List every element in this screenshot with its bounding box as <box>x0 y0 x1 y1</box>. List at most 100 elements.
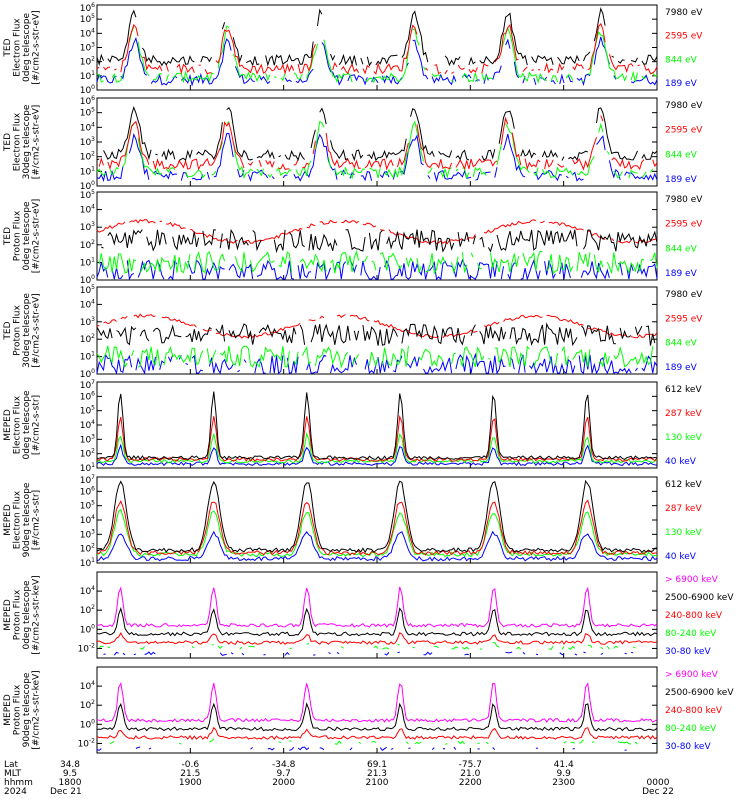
x-tick-label: 2000 <box>272 778 295 788</box>
y-tick-label: 103 <box>80 316 95 328</box>
x-axis-row-label: MLT <box>4 769 22 779</box>
y-tick-label: 102 <box>80 699 95 711</box>
y-tick-label: 101 <box>80 165 95 177</box>
x-tick-label: 9.7 <box>277 769 291 779</box>
legend-entry: 2500-6900 keV <box>665 593 734 603</box>
y-tick-label: 104 <box>80 27 95 39</box>
y-tick-label: 10-2 <box>78 642 96 654</box>
x-tick-label: 69.1 <box>367 760 387 770</box>
series-line <box>96 508 658 558</box>
x-tick-label: 9.5 <box>63 769 77 779</box>
legend-entry: > 6900 keV <box>665 670 719 680</box>
y-tick-label: 102 <box>80 448 95 460</box>
series-line <box>96 607 658 637</box>
y-axis-label: TEDElectron Flux0deg telescope[#/cm2-s-s… <box>3 10 42 85</box>
y-axis-label: TEDProton Flux0deg telescope[#/cm2-s-str… <box>3 199 42 274</box>
x-tick-label: 34.8 <box>60 760 80 770</box>
legend-entry: 612 keV <box>665 480 702 490</box>
y-tick-label: 104 <box>80 680 95 692</box>
legend-entry: 844 eV <box>665 55 698 65</box>
y-axis-label: MEPEDProton Flux90deg telescope[#/cm2-s-… <box>3 670 42 749</box>
series-line <box>96 22 658 76</box>
legend-entry: 40 keV <box>665 457 697 467</box>
y-tick-label: 105 <box>80 500 95 512</box>
x-tick-label: 21.5 <box>180 769 200 779</box>
x-axis-row-label: 2024 <box>4 787 27 797</box>
y-tick-label: 106 <box>80 485 95 497</box>
legend-entry: 844 eV <box>665 150 698 160</box>
legend-entry: 189 eV <box>665 269 698 279</box>
series-line <box>98 249 658 275</box>
legend-entry: 287 keV <box>665 504 702 514</box>
legend-entry: 80-240 keV <box>665 629 717 639</box>
legend-entry: 30-80 keV <box>665 742 711 752</box>
x-axis-row-label: hhmm <box>4 778 33 788</box>
legend-entry: 2595 eV <box>665 126 703 136</box>
panels: 100 101 102 103 104 105 106 TEDElectron Flux0de… <box>3 2 734 754</box>
series-line <box>96 391 658 461</box>
legend-entry: 844 eV <box>665 244 698 254</box>
x-tick-label: -75.7 <box>459 760 482 770</box>
panel-8: 10-2 100 102 104 MEPEDProton Flux90deg teles… <box>3 666 734 754</box>
y-axis-label: MEPEDElectron Flux90deg telescope[#/cm2-… <box>3 482 42 557</box>
x-tick-label: Dec 22 <box>642 787 674 797</box>
series-line <box>96 25 658 84</box>
x-tick-label: 21.0 <box>460 769 480 779</box>
x-axis-row-label: Lat <box>4 760 19 770</box>
y-tick-label: 105 <box>80 405 95 417</box>
y-tick-label: 105 <box>80 107 95 119</box>
legend-entry: 240-800 keV <box>665 706 723 716</box>
series-line <box>101 228 658 254</box>
y-tick-label: 101 <box>80 256 95 268</box>
series-line <box>96 105 658 162</box>
y-tick-label: 100 <box>80 718 95 730</box>
panel-frame <box>96 571 658 659</box>
series-line <box>96 352 658 375</box>
series-line <box>98 115 658 171</box>
series-line <box>99 642 653 649</box>
series-line <box>97 122 657 179</box>
series-line <box>97 702 658 732</box>
y-tick-label: 103 <box>80 221 95 233</box>
legend-entry: 30-80 keV <box>665 647 711 657</box>
y-tick-label: 105 <box>80 189 95 201</box>
y-tick-label: 107 <box>80 474 95 486</box>
series-line <box>96 443 658 467</box>
y-tick-label: 105 <box>80 13 95 25</box>
legend-entry: 240-800 keV <box>665 611 723 621</box>
panel-7: 10-2 100 102 104 MEPEDProton Flux0deg telesc… <box>3 571 734 659</box>
x-tick-label: 9.9 <box>557 769 572 779</box>
legend-entry: 189 eV <box>665 79 698 89</box>
x-tick-label: 1900 <box>179 778 202 788</box>
legend-entry: 7980 eV <box>665 290 703 300</box>
x-tick-label: 21.3 <box>367 769 387 779</box>
series-line <box>96 132 658 183</box>
x-tick-label: -0.6 <box>182 760 200 770</box>
y-tick-label: 101 <box>80 351 95 363</box>
panel-frame <box>96 666 658 754</box>
x-tick-label: Dec 21 <box>50 787 82 797</box>
x-tick-label: -34.8 <box>272 760 296 770</box>
y-tick-label: 102 <box>80 239 95 251</box>
y-tick-label: 104 <box>80 419 95 431</box>
y-tick-label: 101 <box>80 70 95 82</box>
y-tick-label: 100 <box>80 623 95 635</box>
series-line <box>96 499 657 556</box>
y-axis-label: MEPEDProton Flux0deg telescope[#/cm2-s-s… <box>3 575 42 654</box>
series-line <box>96 414 658 462</box>
y-tick-label: 104 <box>80 585 95 597</box>
y-tick-label: 103 <box>80 433 95 445</box>
y-tick-label: 104 <box>80 121 95 133</box>
legend-entry: 2595 eV <box>665 220 703 230</box>
y-tick-label: 103 <box>80 42 95 54</box>
legend-entry: 2500-6900 keV <box>665 688 734 698</box>
y-tick-label: 102 <box>80 604 95 616</box>
x-tick-label: 2300 <box>552 778 575 788</box>
y-tick-label: 102 <box>80 151 95 163</box>
y-tick-label: 101 <box>80 557 95 569</box>
